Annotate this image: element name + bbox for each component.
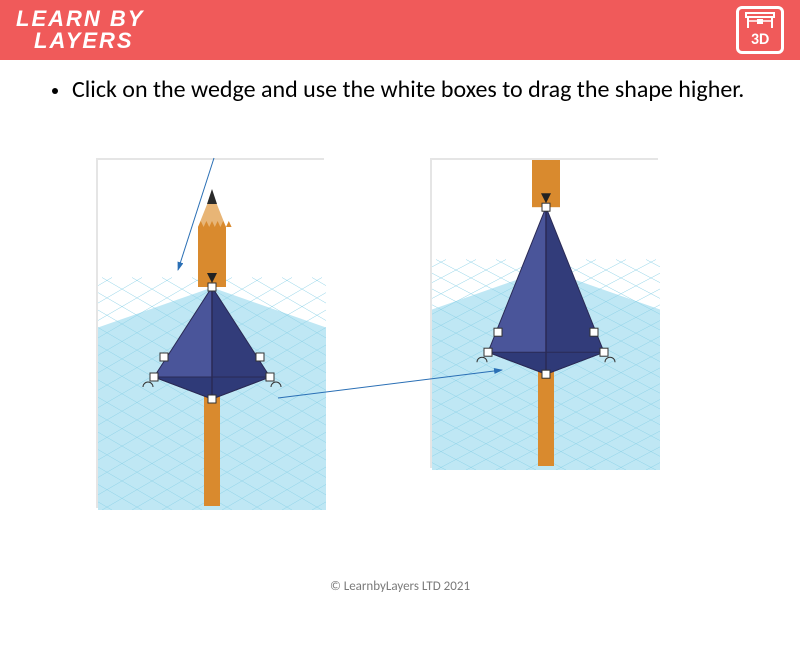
- screenshot-left: [96, 158, 324, 508]
- badge-text: 3D: [751, 30, 769, 49]
- copyright-footer: © LearnbyLayers LTD 2021: [0, 579, 800, 594]
- brand-logo: LEARN BY LAYERS: [16, 8, 144, 52]
- slide-header: LEARN BY LAYERS 3D: [0, 0, 800, 60]
- brand-line1: LEARN BY: [16, 8, 144, 30]
- bullet-dot: [52, 88, 58, 94]
- screenshot-right: [430, 158, 658, 468]
- brand-line2: LAYERS: [34, 30, 144, 52]
- 3d-printer-badge: 3D: [736, 6, 784, 54]
- printer-icon: [745, 12, 775, 30]
- instruction-bullet: Click on the wedge and use the white box…: [32, 74, 762, 105]
- instruction-text: Click on the wedge and use the white box…: [72, 74, 744, 105]
